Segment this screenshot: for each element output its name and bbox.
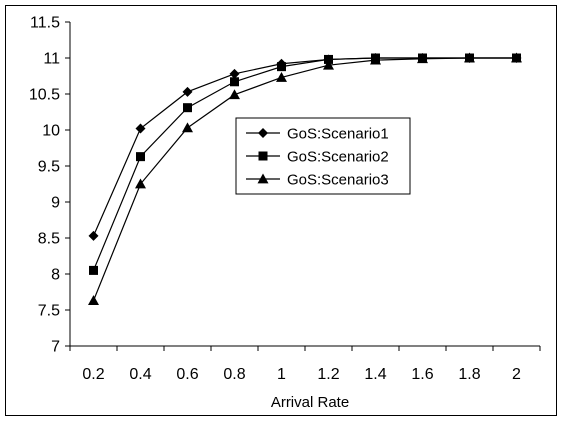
data-point-triangle [276,71,287,82]
y-tick-label: 9 [51,195,60,212]
legend-label: GoS:Scenario3 [287,172,389,189]
y-tick-label: 7 [51,339,60,356]
data-point-triangle [370,54,381,65]
legend: GoS:Scenario1 GoS:Scenario2 GoS:Scenario3 [235,117,411,195]
y-tick-label: 10 [42,123,60,140]
data-point-triangle [135,178,146,189]
data-point-triangle [464,52,475,63]
legend-marker-triangle [257,173,269,184]
data-point-triangle [88,295,99,306]
y-tick-label: 8.5 [38,231,60,248]
data-point-square [324,54,333,64]
data-point-square [89,265,98,275]
x-tick-label: 1.6 [411,366,433,383]
legend-label: GoS:Scenario1 [287,126,389,143]
x-tick-label: 1.2 [317,366,339,383]
y-tick-label: 11 [43,51,60,68]
data-point-diamond [182,86,193,97]
x-tick-label: 1.8 [458,366,480,383]
data-point-square [136,152,145,162]
y-tick-label: 8 [51,267,60,284]
x-tick-label: 0.4 [129,366,151,383]
data-point-diamond [135,123,146,134]
legend-label: GoS:Scenario2 [287,149,389,166]
data-point-triangle [417,53,428,64]
legend-marker-diamond [258,128,268,138]
series-3 [88,52,522,306]
data-point-triangle [182,122,193,133]
x-tick-label: 0.8 [223,366,245,383]
data-point-diamond [229,68,240,79]
y-tick-label: 11.5 [30,15,60,32]
x-tick-label: 0.6 [176,366,198,383]
legend-marker-square [258,151,268,161]
legend-item: GoS:Scenario1 [246,126,389,143]
legend-item: GoS:Scenario3 [246,172,389,189]
data-point-triangle [323,59,334,70]
data-point-square [230,77,239,87]
y-tick-label: 7.5 [38,303,60,320]
legend-items: GoS:Scenario1 GoS:Scenario2 GoS:Scenario3 [246,126,389,189]
y-tick-label: 10.5 [29,87,60,104]
series-layer [88,52,522,306]
x-tick-label: 2 [512,366,521,383]
data-point-square [277,62,286,72]
x-tick-label: 0.2 [82,366,104,383]
x-axis-title: Arrival Rate [271,394,349,411]
data-point-square [183,103,192,113]
data-point-triangle [511,52,522,63]
data-point-diamond [88,230,99,241]
series-line [92,57,517,301]
axes: 7 7.5 8 8.5 9 9.5 10 10.5 11 11.5 0.2 0.4 0.6 0.8 1 1.2… [29,15,541,383]
data-point-triangle [229,89,240,100]
x-tick-label: 1 [277,366,286,383]
x-tick-label: 1.4 [364,366,386,383]
legend-item: GoS:Scenario2 [246,149,389,166]
y-tick-label: 9.5 [38,159,60,176]
